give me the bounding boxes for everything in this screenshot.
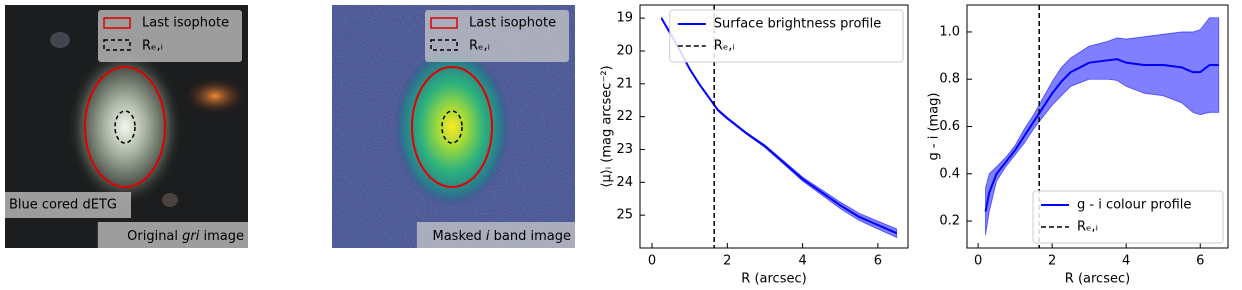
x-tick-label: 2 bbox=[723, 254, 731, 269]
legend-label: Rₑ,ᵢ bbox=[142, 39, 163, 54]
caption-part: Original bbox=[127, 229, 182, 244]
legend-box bbox=[425, 10, 569, 62]
x-tick-label: 0 bbox=[974, 254, 982, 269]
legend-box bbox=[669, 9, 904, 63]
caption-part: i bbox=[486, 229, 490, 244]
caption-part: gri bbox=[182, 229, 200, 244]
label-box bbox=[5, 192, 131, 218]
caption-box bbox=[97, 222, 248, 248]
y-tick-label: 0.2 bbox=[939, 214, 960, 229]
y-tick-label: 20 bbox=[616, 43, 633, 58]
y-axis-label: ⟨μ⟩ᵢ (mag arcsec⁻²) bbox=[600, 65, 615, 187]
legend-label: Rₑ,ᵢ bbox=[469, 39, 490, 54]
legend-swatch bbox=[430, 39, 458, 51]
y-tick-label: 21 bbox=[616, 76, 633, 91]
caption-part: Masked bbox=[433, 229, 486, 244]
plot-frame bbox=[639, 4, 909, 249]
image-label: Blue cored dETG bbox=[9, 198, 117, 213]
y-tick-label: 23 bbox=[616, 142, 633, 157]
caption-part: band image bbox=[490, 229, 571, 244]
x-tick-label: 2 bbox=[1048, 254, 1056, 269]
legend-box bbox=[1032, 190, 1224, 244]
legend-label: Rₑ,ᵢ bbox=[714, 39, 735, 54]
x-axis-label: R (arcsec) bbox=[741, 272, 806, 287]
x-tick-label: 6 bbox=[1196, 254, 1204, 269]
y-tick-label: 0.4 bbox=[939, 166, 960, 181]
legend-box bbox=[98, 10, 242, 62]
legend-swatch bbox=[103, 39, 131, 51]
y-tick-label: 0.8 bbox=[939, 72, 960, 87]
caption-box bbox=[416, 222, 575, 248]
x-tick-label: 6 bbox=[874, 254, 882, 269]
profile-line bbox=[984, 58, 1219, 212]
x-tick-label: 4 bbox=[1122, 254, 1130, 269]
profile-line bbox=[660, 17, 898, 235]
legend-label: Last isophote bbox=[142, 16, 229, 31]
image-caption: Original gri image bbox=[127, 229, 244, 244]
y-axis-label: g - i (mag) bbox=[927, 93, 942, 161]
legend-label: Rₑ,ᵢ bbox=[1077, 220, 1098, 235]
image-caption: Masked i band image bbox=[433, 229, 572, 244]
x-axis-label: R (arcsec) bbox=[1065, 272, 1130, 287]
y-tick-label: 1.0 bbox=[939, 24, 960, 39]
legend-label: g - i colour profile bbox=[1077, 198, 1191, 213]
error-band bbox=[985, 17, 1220, 236]
legend-label: Surface brightness profile bbox=[714, 17, 881, 32]
y-tick-label: 0.6 bbox=[939, 119, 960, 134]
x-tick-label: 4 bbox=[798, 254, 806, 269]
y-tick-label: 24 bbox=[616, 175, 633, 190]
y-tick-label: 25 bbox=[616, 208, 633, 223]
legend-label: Last isophote bbox=[469, 16, 556, 31]
y-tick-label: 22 bbox=[616, 109, 633, 124]
y-tick-label: 19 bbox=[616, 11, 633, 26]
legend-swatch bbox=[103, 17, 131, 29]
x-tick-label: 0 bbox=[648, 254, 656, 269]
legend-swatch bbox=[430, 17, 458, 29]
caption-part: image bbox=[199, 229, 244, 244]
